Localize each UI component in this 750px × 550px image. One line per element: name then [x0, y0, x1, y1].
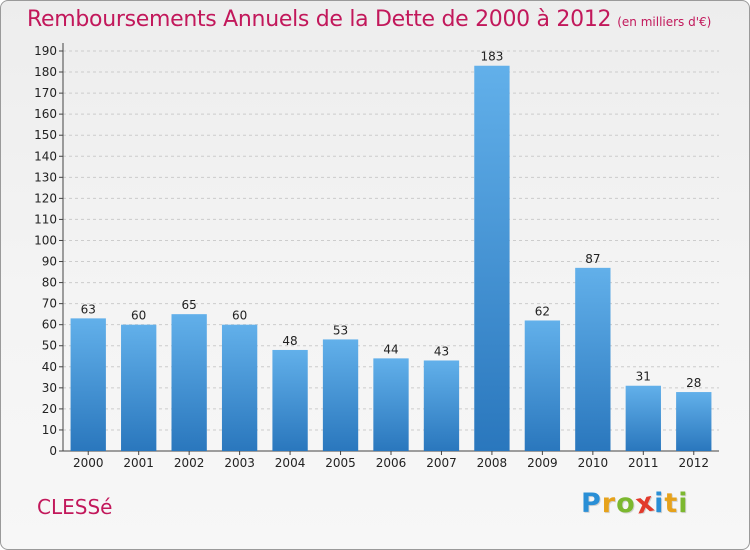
logo-letter: i: [654, 488, 665, 519]
bar: [423, 360, 460, 451]
y-tick-label: 150: [34, 128, 57, 142]
data-labels: 63 60 65 60 48 53 44 43 183 62 87 31 28: [81, 50, 702, 390]
bars: [70, 65, 712, 451]
bar: [524, 320, 561, 451]
commune-name: CLESSé: [37, 495, 113, 519]
y-tick-label: 60: [42, 318, 57, 332]
y-tick-label: 130: [34, 170, 57, 184]
title-text: Remboursements Annuels de la Dette de 20…: [27, 7, 612, 32]
x-tick-label: 2003: [224, 456, 255, 470]
bar: [322, 339, 359, 451]
y-tick-label: 190: [34, 44, 57, 58]
data-label: 60: [232, 309, 247, 323]
axes: 0 10 20 30 40 50 60 70 80 90 100 110 120 130 140 150 160…: [34, 43, 719, 470]
x-tick-label: 2008: [477, 456, 508, 470]
y-tick-label: 80: [42, 276, 57, 290]
y-tick-label: 20: [42, 402, 57, 416]
y-tick-label: 10: [42, 423, 57, 437]
y-tick-label: 90: [42, 255, 57, 269]
bar: [474, 65, 510, 451]
data-label: 28: [686, 376, 701, 390]
bar: [676, 392, 712, 451]
y-tick-label: 100: [34, 233, 57, 247]
x-tick-label: 2006: [376, 456, 407, 470]
y-tick-label: 120: [34, 191, 57, 205]
chart-subtitle: (en milliers d'€): [617, 15, 712, 29]
y-tick-label: 170: [34, 86, 57, 100]
bar: [171, 314, 207, 451]
x-tick-label: 2002: [174, 456, 205, 470]
bar: [272, 349, 308, 451]
x-tick-label: 2000: [73, 456, 104, 470]
chart-title: Remboursements Annuels de la Dette de 20…: [27, 7, 711, 32]
data-label: 65: [182, 298, 197, 312]
bar: [625, 385, 661, 451]
data-label: 48: [282, 334, 297, 348]
y-tick-label: 40: [42, 360, 57, 374]
data-label: 43: [434, 344, 449, 358]
data-label: 53: [333, 323, 348, 337]
data-label: 63: [81, 302, 96, 316]
x-tick-label: 2012: [678, 456, 709, 470]
y-tick-label: 140: [34, 149, 57, 163]
x-tick-label: 2001: [123, 456, 154, 470]
proxiti-logo[interactable]: Proxiti: [581, 486, 689, 520]
logo-letter: i: [678, 488, 689, 519]
x-tick-label: 2009: [527, 456, 558, 470]
x-tick-label: 2005: [325, 456, 356, 470]
logo-letter: o: [616, 488, 636, 519]
bar: [575, 267, 611, 451]
y-tick-label: 50: [42, 339, 57, 353]
x-tick-label: 2007: [426, 456, 457, 470]
bar: [221, 324, 258, 451]
data-label: 62: [535, 304, 550, 318]
data-label: 183: [480, 50, 503, 64]
logo-letter: P: [581, 488, 602, 519]
logo-letter: r: [601, 488, 617, 519]
y-tick-label: 70: [42, 297, 57, 311]
bar: [121, 324, 157, 451]
logo-letter: t: [664, 488, 679, 519]
x-tick-label: 2011: [628, 456, 659, 470]
bar: [70, 318, 106, 451]
x-tick-label: 2010: [578, 456, 609, 470]
y-tick-label: 160: [34, 107, 57, 121]
x-tick-label: 2004: [275, 456, 306, 470]
data-label: 31: [636, 370, 651, 384]
y-tick-label: 180: [34, 65, 57, 79]
data-label: 87: [585, 252, 600, 266]
y-tick-label: 30: [42, 381, 57, 395]
data-label: 44: [383, 342, 398, 356]
bar: [373, 358, 409, 451]
y-tick-label: 0: [49, 444, 57, 458]
data-label: 60: [131, 309, 146, 323]
y-tick-label: 110: [34, 212, 57, 226]
